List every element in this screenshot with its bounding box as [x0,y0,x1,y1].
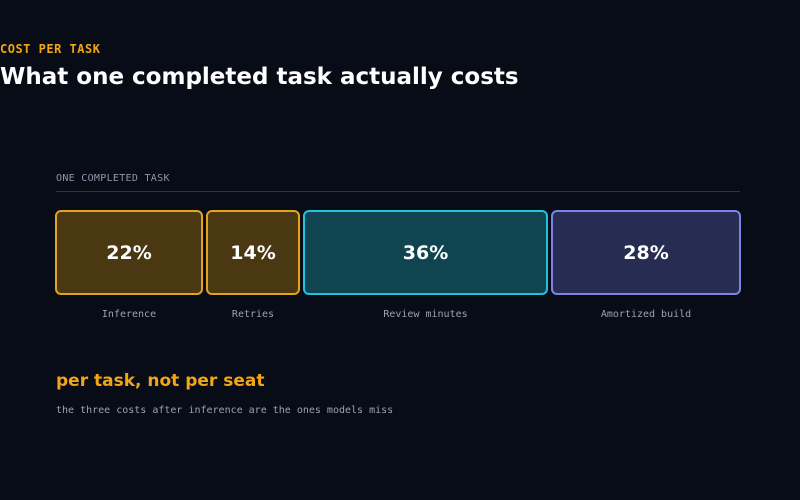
segment-value: 28% [623,241,669,264]
divider [56,191,740,192]
segment-retries: 14% [206,210,300,295]
callout-note: the three costs after inference are the … [56,405,394,416]
segment-review-minutes: 36% [303,210,548,295]
segment-value: 22% [106,241,152,264]
segment-value: 36% [402,241,449,264]
segment-inference: 22% [55,210,203,295]
segment-label-review-minutes: Review minutes [383,309,468,320]
segment-value: 14% [230,241,276,264]
callout-heading: per task, not per seat [56,371,265,391]
segment-label-inference: Inference [101,309,157,320]
segment-amortized-build: 28% [551,210,741,295]
segment-label-amortized-build: Amortized build [600,309,692,320]
breakdown-label: ONE COMPLETED TASK [56,173,170,184]
page-title: What one completed task actually costs [0,64,519,90]
eyebrow-label: COST PER TASK [0,42,101,56]
segment-label-retries: Retries [231,309,275,320]
